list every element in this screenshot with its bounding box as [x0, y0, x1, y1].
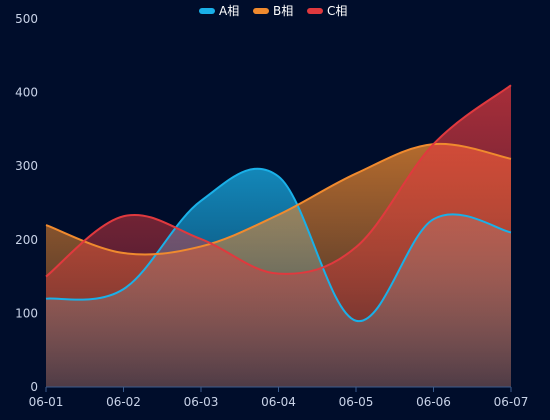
- legend[interactable]: A相 B相 C相: [199, 4, 347, 18]
- series-lines: [45, 84, 512, 322]
- y-tick-label: 200: [15, 233, 38, 247]
- legend-swatch: [199, 8, 215, 14]
- legend-label: B相: [273, 4, 293, 18]
- x-tick-label: 06-01: [29, 395, 64, 409]
- y-tick-label: 500: [15, 12, 38, 26]
- x-tick-label: 06-06: [416, 395, 451, 409]
- y-axis-ticks: 0 100 200 300 400 500: [15, 12, 38, 394]
- legend-item-b[interactable]: B相: [253, 4, 293, 18]
- x-tick-label: 06-02: [106, 395, 141, 409]
- series-areas: [46, 85, 511, 388]
- y-tick-label: 300: [15, 159, 38, 173]
- y-tick-label: 0: [30, 380, 38, 394]
- series-line-c[interactable]: [45, 84, 512, 278]
- x-axis-ticks: 06-01 06-02 06-03 06-04 06-05 06-06 06-07: [29, 387, 529, 409]
- legend-item-a[interactable]: A相: [199, 4, 239, 18]
- x-tick-label: 06-07: [494, 395, 529, 409]
- legend-swatch: [307, 8, 323, 14]
- x-tick-label: 06-04: [261, 395, 296, 409]
- x-tick-label: 06-05: [339, 395, 374, 409]
- legend-swatch: [253, 8, 269, 14]
- legend-label: A相: [219, 4, 239, 18]
- y-tick-label: 400: [15, 86, 38, 100]
- series-line-a[interactable]: [45, 167, 512, 322]
- legend-label: C相: [327, 4, 347, 18]
- series-area-c: [46, 85, 511, 388]
- y-tick-label: 100: [15, 306, 38, 320]
- x-tick-label: 06-03: [184, 395, 219, 409]
- legend-item-c[interactable]: C相: [307, 4, 347, 18]
